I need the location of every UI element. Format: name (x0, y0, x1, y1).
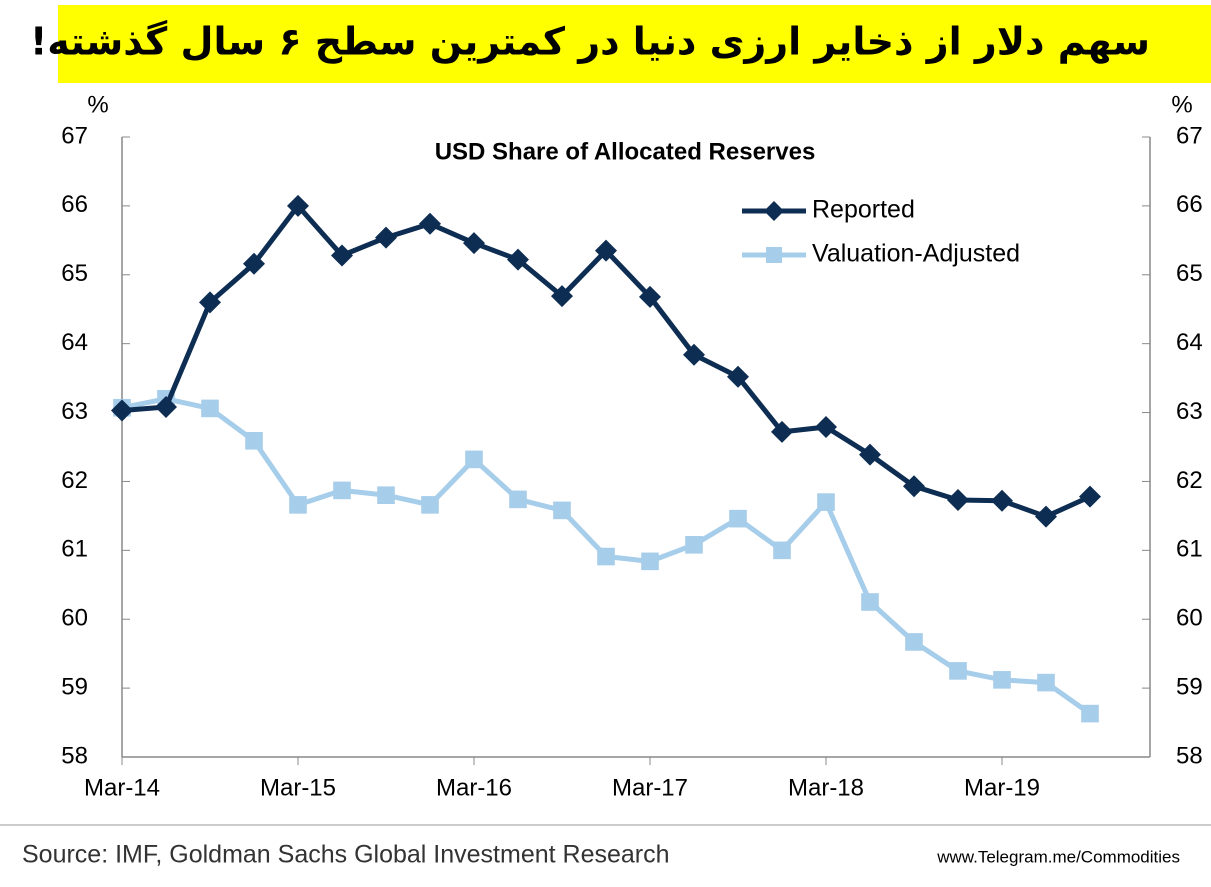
x-tick-label: Mar-18 (788, 774, 864, 801)
point (817, 493, 835, 511)
point (551, 285, 573, 308)
point (419, 212, 441, 235)
point (377, 486, 395, 505)
point (375, 226, 397, 249)
y-tick-label: 67 (61, 122, 88, 149)
point (815, 416, 837, 439)
y-tick-label: 60 (61, 605, 88, 632)
point (903, 475, 925, 498)
point (245, 432, 263, 450)
y-tick-label: 64 (61, 329, 88, 356)
point (641, 552, 659, 571)
y-unit: % (87, 91, 108, 118)
chart-title: USD Share of Allocated Reserves (435, 138, 816, 165)
point (1035, 505, 1057, 528)
y-tick-label: 59 (61, 673, 88, 700)
point (507, 248, 529, 271)
point (155, 396, 177, 419)
y-tick-label: 63 (61, 398, 88, 425)
point (727, 365, 749, 388)
x-tick-label: Mar-17 (612, 774, 688, 801)
y-tick-label: 61 (61, 536, 88, 563)
point (773, 541, 791, 560)
point (333, 481, 351, 500)
point (111, 399, 133, 422)
point (949, 662, 967, 680)
point (201, 399, 219, 418)
y2-tick-label: 62 (1176, 467, 1203, 494)
legend-label: Reported (812, 196, 915, 224)
point (289, 496, 307, 514)
point (595, 239, 617, 262)
y2-tick-label: 60 (1176, 605, 1203, 632)
point (331, 244, 353, 267)
y-tick-label: 58 (61, 742, 88, 769)
point (421, 496, 439, 514)
point (1079, 485, 1101, 508)
point (991, 489, 1013, 512)
point (597, 547, 615, 566)
banner-title: سهم دلار از ذخایر ارزی دنیا در کمترین سط… (30, 20, 1150, 65)
point (553, 501, 571, 520)
y2-tick-label: 61 (1176, 536, 1203, 563)
y2-tick-label: 64 (1176, 329, 1203, 356)
point (683, 343, 705, 366)
x-tick-label: Mar-15 (260, 774, 336, 801)
x-tick-label: Mar-16 (436, 774, 512, 801)
banner-bg (58, 5, 1211, 83)
point (947, 489, 969, 512)
point (993, 671, 1011, 689)
point (1081, 704, 1099, 723)
point (771, 420, 793, 443)
point (287, 194, 309, 217)
y2-unit: % (1171, 91, 1192, 118)
point (861, 593, 879, 611)
y2-tick-label: 65 (1176, 260, 1203, 287)
point (639, 285, 661, 308)
point (905, 633, 923, 651)
y2-tick-label: 66 (1176, 191, 1203, 218)
point (243, 252, 265, 275)
watermark: www.Telegram.me/Commodities (936, 847, 1180, 866)
x-tick-label: Mar-14 (84, 774, 160, 801)
legend-marker (764, 201, 784, 221)
y-tick-label: 66 (61, 191, 88, 218)
x-tick-label: Mar-19 (964, 774, 1040, 801)
y-tick-label: 62 (61, 467, 88, 494)
point (729, 509, 747, 528)
point (465, 450, 483, 469)
point (509, 490, 527, 509)
legend-label: Valuation-Adjusted (812, 240, 1020, 268)
y2-tick-label: 63 (1176, 398, 1203, 425)
y2-tick-label: 59 (1176, 673, 1203, 700)
y2-tick-label: 67 (1176, 122, 1203, 149)
point (199, 291, 221, 314)
point (463, 232, 485, 255)
source: Source: IMF, Goldman Sachs Global Invest… (22, 841, 670, 869)
legend-marker (766, 247, 782, 263)
point (685, 536, 703, 554)
point (1037, 673, 1055, 692)
y2-tick-label: 58 (1176, 742, 1203, 769)
y-tick-label: 65 (61, 260, 88, 287)
point (859, 443, 881, 466)
